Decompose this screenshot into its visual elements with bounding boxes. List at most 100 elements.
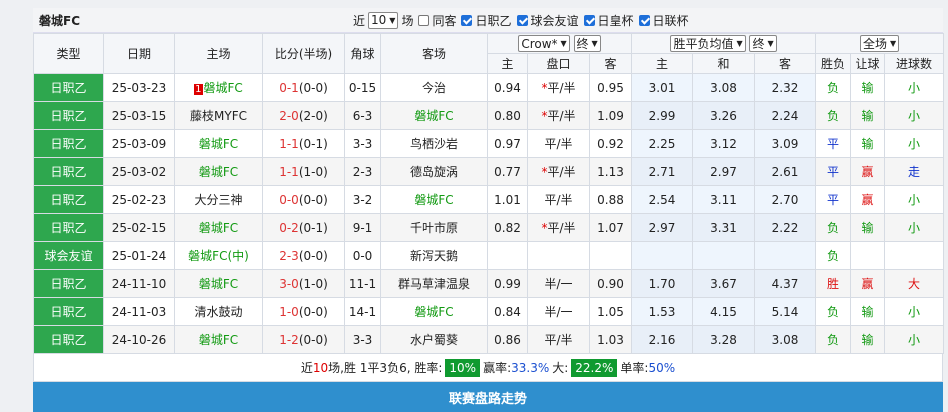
home-team: 磐城FC <box>174 269 263 298</box>
half-score: (0-0) <box>298 304 328 319</box>
result: 输 <box>850 129 886 158</box>
count-select[interactable]: 10 <box>368 11 399 29</box>
half-score: (1-0) <box>298 164 328 179</box>
result: 小 <box>884 101 945 130</box>
result: 负 <box>815 297 852 326</box>
half-score: (0-0) <box>298 192 328 207</box>
checkbox[interactable] <box>461 14 473 26</box>
odds: 平/半 <box>527 325 590 354</box>
avg-odds: 3.28 <box>692 325 756 354</box>
score: 0-0(0-0) <box>262 185 345 214</box>
odds-value: 1.13 <box>597 164 624 179</box>
avg-odds: 3.12 <box>692 129 756 158</box>
avg-odds <box>754 241 817 270</box>
score: 1-2(0-0) <box>262 325 345 354</box>
avg-odds: 3.01 <box>631 73 694 102</box>
away-team: 千叶市原 <box>380 213 488 242</box>
corners: 3-3 <box>344 325 381 354</box>
odds-value: 1.07 <box>597 220 624 235</box>
result: 负 <box>815 325 852 354</box>
avg-odds: 3.08 <box>754 325 817 354</box>
company-select[interactable]: Crow* <box>518 35 570 53</box>
option-label: 球会友谊 <box>530 13 579 28</box>
avg-select[interactable]: 胜平负均值 <box>670 35 746 52</box>
team-name: 清水鼓动 <box>194 305 243 319</box>
team-name: 群马草津温泉 <box>397 277 470 291</box>
odds-value: 平/半 <box>544 333 573 347</box>
corners: 3-2 <box>344 185 381 214</box>
avg-odds: 2.71 <box>631 157 694 186</box>
home-team: 磐城FC <box>174 129 263 158</box>
result: 输 <box>850 297 886 326</box>
odds: 0.97 <box>487 129 528 158</box>
team-name: 磐城FC <box>198 333 239 347</box>
result: 负 <box>815 101 852 130</box>
result: 胜 <box>815 269 852 298</box>
summary-text: 单率: <box>620 361 649 375</box>
checkbox[interactable] <box>418 14 430 26</box>
odds: 0.86 <box>487 325 528 354</box>
odds-value: 1.05 <box>597 304 624 319</box>
odds: 0.92 <box>588 129 633 158</box>
match-type: 日职乙 <box>33 269 104 298</box>
odds: 平/半 <box>527 185 590 214</box>
odds: 半/一 <box>527 269 590 298</box>
odds-value: 1.09 <box>597 108 624 123</box>
half-score: (2-0) <box>298 108 328 123</box>
odds-value: 0.90 <box>597 276 624 291</box>
match-type: 日职乙 <box>33 157 104 186</box>
checkbox[interactable] <box>638 14 650 26</box>
label: 场 <box>401 13 414 28</box>
stage-select[interactable]: 终 <box>573 34 601 52</box>
odds: 0.94 <box>487 73 528 102</box>
team-name: 磐城FC <box>414 109 454 123</box>
odds: 半/一 <box>527 297 590 326</box>
avg-odds: 2.70 <box>754 185 817 214</box>
avg-odds: 2.25 <box>631 129 694 158</box>
full-score: 1-2 <box>279 332 299 347</box>
sub-header: 盘口 <box>527 53 590 74</box>
full-score: 0-1 <box>279 80 299 95</box>
stage-select[interactable]: 终 <box>749 35 777 52</box>
team-name: 千叶市原 <box>409 221 458 235</box>
match-row: 日职乙 25-03-23 1 磐城FC 0-1(0-0) 0-15 今治 0.94 *平/半 0.… <box>33 73 945 102</box>
avg-odds: 1.53 <box>631 297 694 326</box>
date: 24-10-26 <box>103 325 175 354</box>
header: 角球 <box>344 33 381 74</box>
avg-odds: 1.70 <box>631 269 694 298</box>
match-row: 日职乙 25-02-23 大分三神 0-0(0-0) 3-2 磐城FC 1.01 平/半 0.8… <box>33 185 945 214</box>
sub-header: 主 <box>487 53 528 74</box>
team-name: 磐城FC <box>198 277 239 291</box>
trend-button[interactable]: 联赛盘路走势 <box>33 382 943 412</box>
result: 小 <box>884 325 945 354</box>
result: 输 <box>850 325 886 354</box>
odds: 1.03 <box>588 325 633 354</box>
full-score: 0-2 <box>279 220 299 235</box>
option-label: 日联杯 <box>652 13 689 28</box>
full-score: 2-0 <box>279 108 299 123</box>
match-table: 类型 日期 主场 比分(半场) 角球 客场 Crow* 终 胜平负均值 终 全场… <box>33 33 945 354</box>
date: 24-11-10 <box>103 269 175 298</box>
odds: 0.88 <box>588 185 633 214</box>
away-team: 鸟栖沙岩 <box>380 129 488 158</box>
corners: 3-3 <box>344 129 381 158</box>
scope-select[interactable]: 全场 <box>859 35 900 52</box>
match-row: 日职乙 25-03-09 磐城FC 1-1(0-1) 3-3 鸟栖沙岩 0.97 平/半 0.9… <box>33 129 945 158</box>
avg-odds: 2.32 <box>754 73 817 102</box>
odds: 1.05 <box>588 297 633 326</box>
corners: 11-1 <box>344 269 381 298</box>
checkbox[interactable] <box>516 14 528 26</box>
odds: 平/半 <box>527 129 590 158</box>
odds: 0.99 <box>487 269 528 298</box>
match-row: 球会友谊 25-01-24 磐城FC(中) 2-3(0-0) 0-0 新泻天鹅负 <box>33 241 945 270</box>
odds: 0.90 <box>588 269 633 298</box>
header: 客场 <box>380 33 488 74</box>
sub-header: 和 <box>692 53 756 74</box>
date: 25-03-02 <box>103 157 175 186</box>
team-name: 磐城FC <box>198 165 239 179</box>
home-team: 大分三神 <box>174 185 263 214</box>
score: 3-0(1-0) <box>262 269 345 298</box>
checkbox[interactable] <box>583 14 595 26</box>
option-label: 同客 <box>432 13 457 28</box>
odds-value: 0.92 <box>597 136 624 151</box>
